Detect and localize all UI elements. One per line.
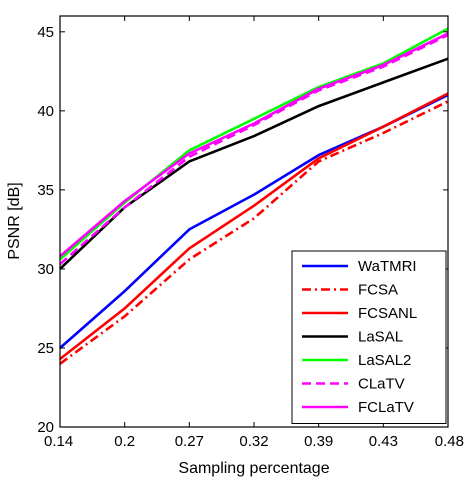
y-axis-label: PSNR [dB] [6, 182, 23, 259]
legend: WaTMRI FCSA FCSANL LaSAL LaSAL2 CLaTV FCLaTV [291, 250, 447, 424]
x-tick-label: 0.39 [304, 433, 333, 450]
legend-label-watmri: WaTMRI [358, 258, 417, 275]
x-axis-label: Sampling percentage [178, 460, 329, 477]
legend-label-fcsanl: FCSANL [358, 305, 417, 322]
series-line-clatv [59, 33, 449, 266]
legend-label-lasal: LaSAL [358, 329, 403, 346]
legend-label-fcsa: FCSA [358, 282, 398, 299]
y-tick-label: 30 [37, 261, 54, 278]
x-tick-label: 0.2 [114, 433, 135, 450]
y-tick-label: 25 [37, 340, 54, 357]
series-line-lasal [59, 57, 449, 270]
x-tick-label: 0.43 [369, 433, 398, 450]
x-tick-label: 0.48 [435, 433, 464, 450]
series-lines [59, 27, 449, 365]
series-line-fcsanl [59, 92, 449, 361]
x-tick-label: 0.27 [175, 433, 204, 450]
y-tick-label: 40 [37, 103, 54, 120]
y-tick-label: 20 [37, 419, 54, 436]
legend-label-fclatv: FCLaTV [358, 399, 414, 416]
x-axis-ticks: 0.14 0.2 0.27 0.32 0.39 0.43 0.48 [44, 16, 464, 450]
x-tick-label: 0.32 [239, 433, 268, 450]
x-tick-label: 0.14 [44, 433, 73, 450]
y-tick-label: 35 [37, 182, 54, 199]
y-tick-label: 45 [37, 24, 54, 41]
legend-label-lasal2: LaSAL2 [358, 352, 411, 369]
series-line-fcsa [59, 100, 449, 365]
legend-label-clatv: CLaTV [358, 376, 405, 393]
series-line-fclatv [59, 32, 449, 258]
